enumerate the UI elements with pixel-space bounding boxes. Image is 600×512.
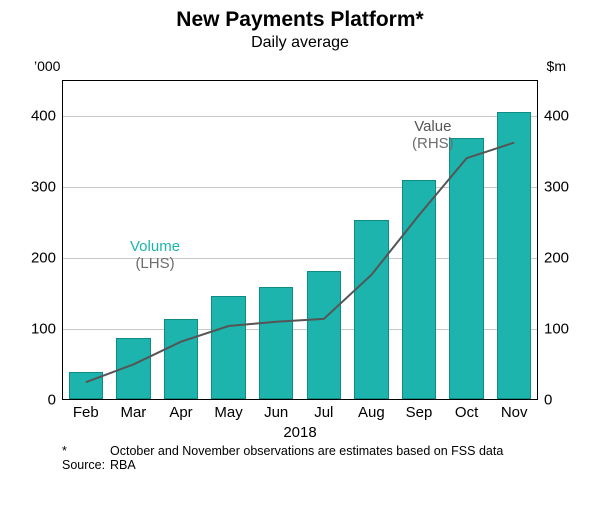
ytick-right: 100 — [538, 320, 569, 337]
chart-subtitle: Daily average — [0, 34, 600, 52]
xtick: Nov — [501, 400, 528, 421]
left-axis-unit: ’000 — [34, 58, 60, 74]
ytick-right: 400 — [538, 107, 569, 124]
ytick-right: 300 — [538, 178, 569, 195]
right-axis-unit: $m — [547, 58, 566, 74]
ytick-left: 400 — [31, 107, 62, 124]
ytick-right: 0 — [538, 392, 552, 409]
xtick: May — [214, 400, 242, 421]
ytick-left: 300 — [31, 178, 62, 195]
xtick: Aug — [358, 400, 385, 421]
value-series-label: Value(RHS) — [412, 118, 454, 153]
xtick: Oct — [455, 400, 478, 421]
ytick-left: 100 — [31, 320, 62, 337]
chart-title: New Payments Platform* — [0, 8, 600, 32]
xtick: Sep — [406, 400, 433, 421]
footnote-row: Source:RBA — [62, 458, 503, 472]
footnotes: *October and November observations are e… — [62, 444, 503, 472]
xtick: Jul — [314, 400, 333, 421]
footnote-marker: * — [62, 444, 110, 458]
ytick-left: 200 — [31, 249, 62, 266]
volume-series-label: Volume(LHS) — [130, 238, 180, 273]
xtick: Feb — [73, 400, 99, 421]
ytick-right: 200 — [538, 249, 569, 266]
footnote-text: RBA — [110, 458, 136, 472]
footnote-row: *October and November observations are e… — [62, 444, 503, 458]
xtick: Mar — [120, 400, 146, 421]
chart-frame: { "chart": { "type": "bar+line", "title"… — [0, 0, 600, 512]
ytick-left: 0 — [48, 392, 62, 409]
xtick: Jun — [264, 400, 288, 421]
xtick: Apr — [169, 400, 192, 421]
footnote-marker: Source: — [62, 458, 110, 472]
x-axis-label: 2018 — [0, 424, 600, 441]
footnote-text: October and November observations are es… — [110, 444, 503, 458]
